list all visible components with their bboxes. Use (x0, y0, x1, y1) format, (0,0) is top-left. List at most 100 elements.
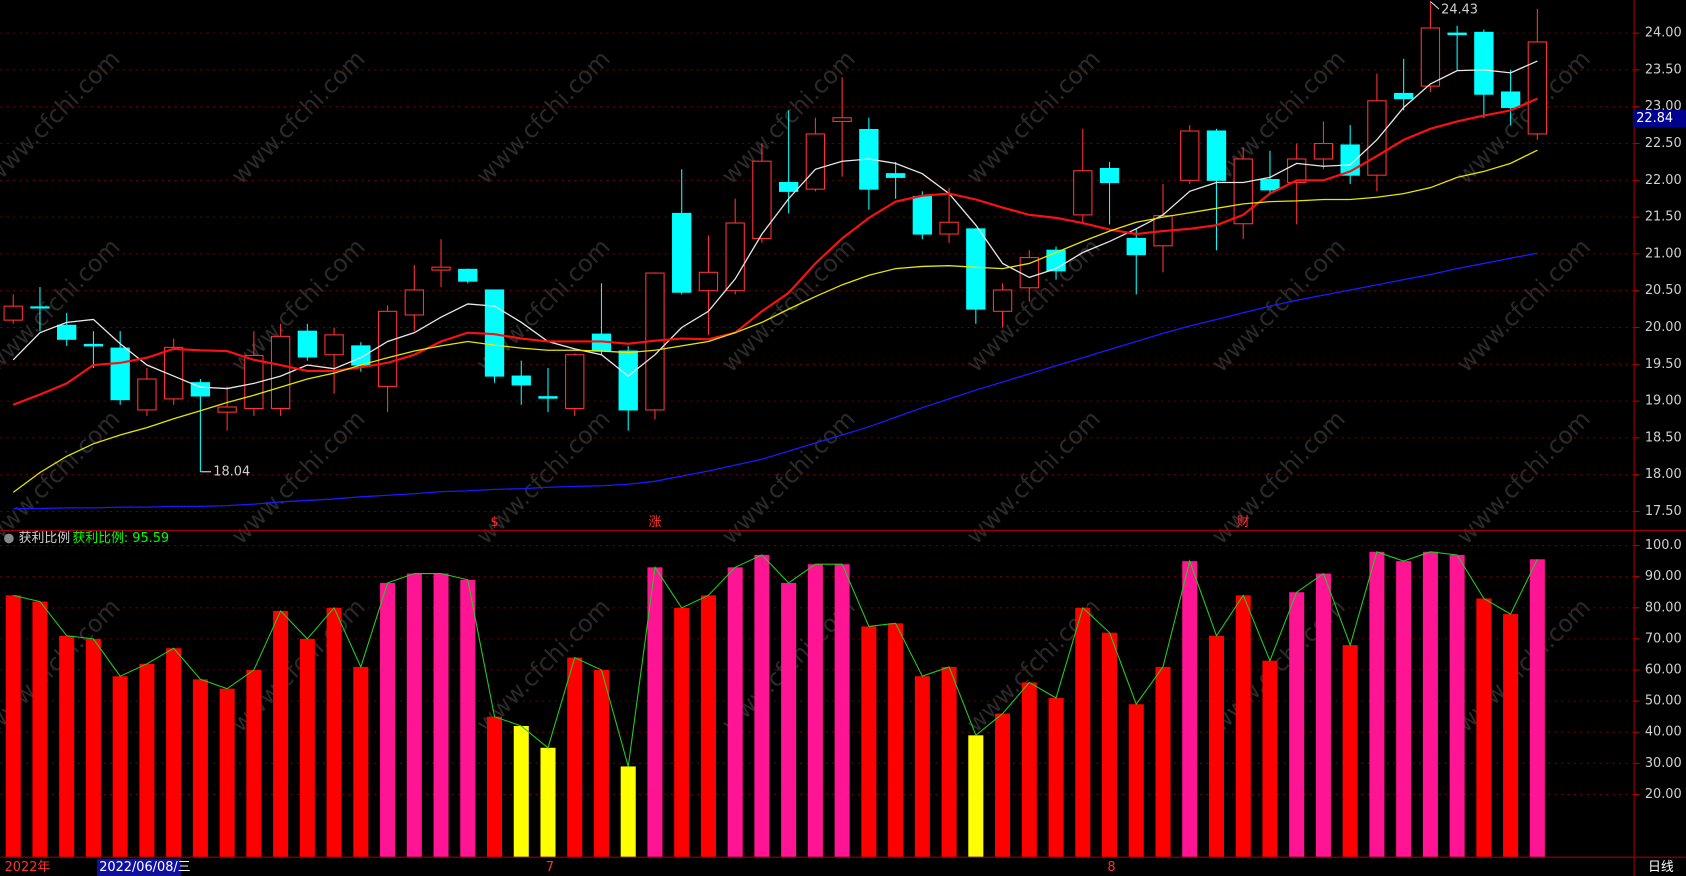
period-label[interactable]: 日线 (1648, 860, 1674, 875)
bar (1422, 551, 1438, 857)
bar (1396, 561, 1412, 857)
bar (219, 688, 235, 857)
candle-body (672, 212, 692, 293)
bar (5, 595, 21, 857)
bar (59, 635, 75, 857)
y-tick-label: 70.00 (1645, 631, 1682, 646)
candle-body (1073, 170, 1093, 216)
candle-body (1260, 179, 1280, 191)
bar (781, 582, 797, 857)
y-tick-label: 40.00 (1645, 725, 1682, 740)
y-tick-label: 18.00 (1645, 467, 1682, 482)
candle-body (83, 343, 104, 347)
cursor-date: 2022/06/08/三 (99, 860, 191, 875)
bar (1449, 554, 1465, 857)
last-price-box (1634, 109, 1686, 128)
bar (674, 607, 690, 857)
bar (1262, 660, 1278, 857)
bar (380, 582, 396, 857)
y-tick-label: 50.00 (1645, 694, 1682, 709)
bar (1342, 645, 1358, 857)
bar (968, 735, 984, 857)
candle-body (885, 173, 906, 178)
bar (567, 657, 583, 857)
candle-body (431, 266, 451, 271)
candle-body (992, 289, 1013, 312)
cursor-date-box (97, 858, 181, 876)
ma-line (12, 60, 1538, 390)
bar (139, 663, 155, 857)
candle-body (1126, 237, 1146, 256)
candle-body (137, 378, 157, 411)
candle-body (1019, 257, 1039, 289)
bar (1503, 614, 1519, 857)
candle-body (458, 268, 478, 282)
y-tick-label: 90.00 (1645, 569, 1682, 584)
bar (112, 676, 128, 857)
x-tick-label: 7 (546, 860, 554, 875)
profit-line (13, 551, 1538, 767)
candle-body (30, 306, 50, 309)
candle-body (1233, 158, 1253, 225)
high-pointer (1430, 1, 1440, 10)
candle-body (1099, 168, 1120, 184)
candle-body (297, 330, 318, 358)
candle-body (511, 375, 531, 386)
bar (1315, 573, 1331, 857)
bar (192, 679, 208, 857)
ma-line (13, 252, 1538, 510)
bar (406, 573, 422, 857)
bar (941, 666, 957, 857)
candle-body (404, 289, 424, 316)
candle-body (1367, 100, 1387, 176)
candle-body (752, 160, 772, 239)
bar (995, 713, 1011, 857)
bar (1021, 682, 1037, 857)
bar (620, 766, 636, 857)
y-tick-label: 22.00 (1645, 173, 1682, 188)
candle-body (163, 346, 184, 400)
bar (834, 564, 850, 857)
candle-body (1474, 31, 1494, 95)
bar (353, 666, 369, 857)
candle-body (1180, 130, 1200, 181)
bar (593, 670, 610, 857)
bar (486, 716, 503, 857)
low-label: 18.04 (213, 464, 250, 479)
bar (433, 573, 449, 857)
bar (326, 607, 342, 857)
candle-body (565, 354, 585, 410)
candle-body (1046, 249, 1066, 272)
bar (727, 567, 743, 857)
bar (1182, 561, 1198, 857)
candle-body (778, 181, 799, 192)
candle-body (1447, 32, 1467, 36)
indicator-icon[interactable] (4, 533, 14, 544)
bar (861, 626, 877, 857)
bar (540, 747, 556, 857)
candle-body (939, 221, 959, 235)
bar (85, 638, 101, 857)
candle-body (57, 324, 77, 340)
y-tick-label: 18.50 (1645, 430, 1682, 445)
candle-body (966, 228, 986, 310)
candle-body (110, 347, 130, 401)
candle-body (377, 310, 398, 387)
bar (1155, 666, 1171, 857)
candle-body (1313, 142, 1334, 160)
bar (1208, 635, 1225, 857)
bar (1128, 704, 1144, 857)
candle-body (538, 396, 558, 399)
candle-body (244, 354, 264, 410)
bar (807, 564, 823, 857)
bar (1048, 697, 1064, 857)
candle-body (270, 335, 291, 410)
bar (1476, 598, 1492, 857)
candle-body (324, 334, 344, 356)
y-tick-label: 21.50 (1645, 210, 1682, 225)
y-tick-label: 30.00 (1645, 756, 1682, 771)
y-tick-label: 100.0 (1645, 538, 1682, 553)
y-tick-label: 17.50 (1645, 504, 1682, 519)
y-tick-label: 22.50 (1645, 136, 1682, 151)
